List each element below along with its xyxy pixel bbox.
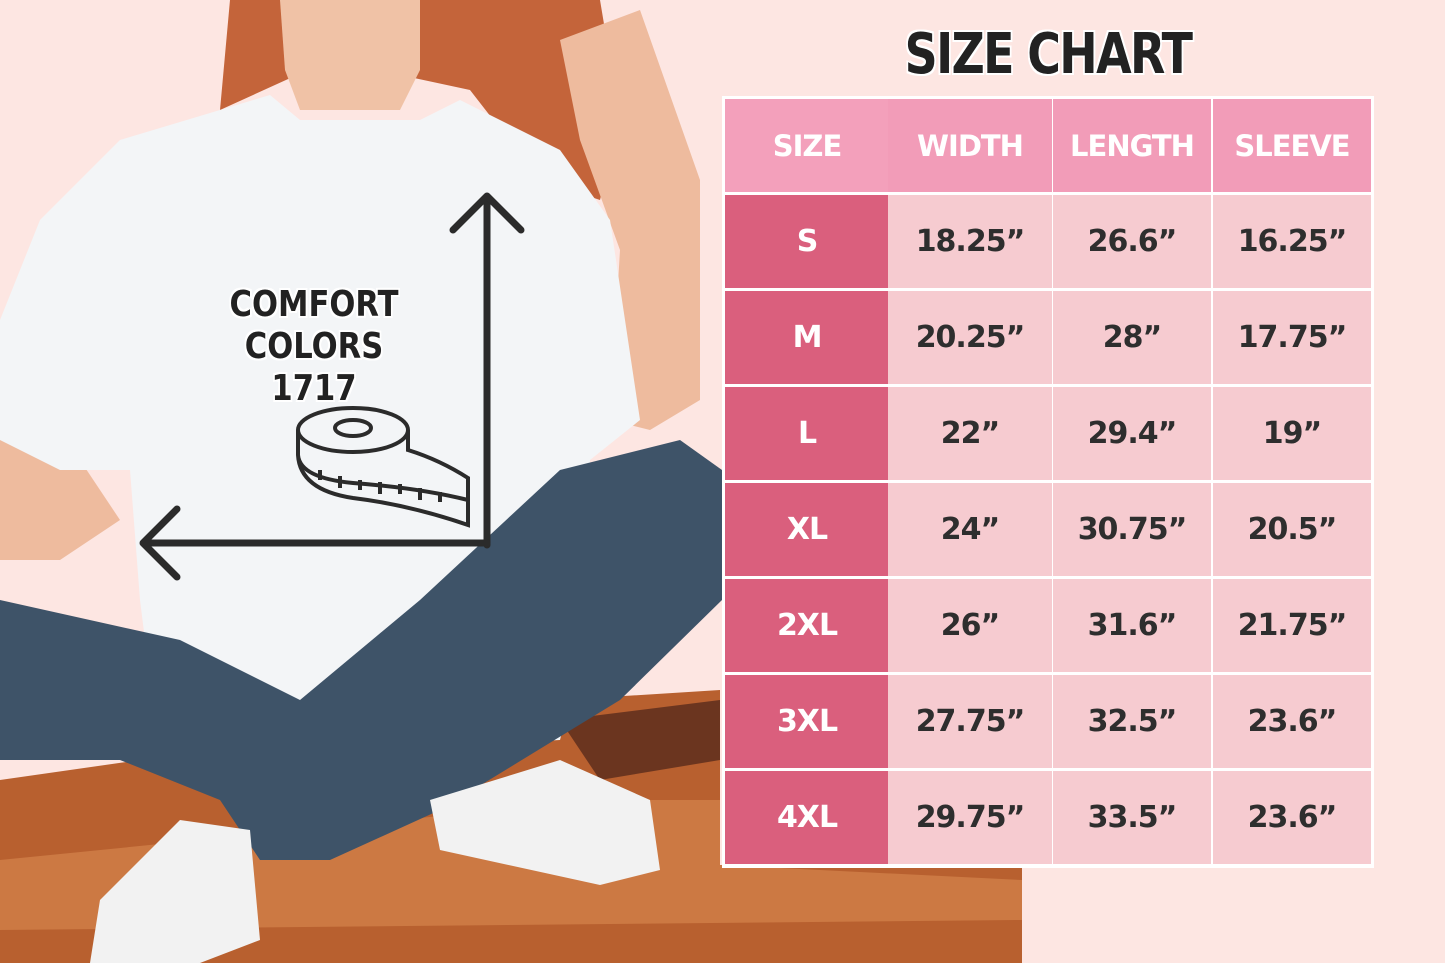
column-header-width: WIDTH	[888, 99, 1052, 192]
arrow-left-icon	[139, 505, 491, 581]
measurement-cell: 22”	[888, 387, 1052, 480]
column-header-sleeve: SLEEVE	[1213, 99, 1371, 192]
measurement-cell: 29.75”	[888, 771, 1052, 864]
measurement-cell: 23.6”	[1213, 675, 1371, 768]
measurement-cell: 19”	[1213, 387, 1371, 480]
column-header-length: LENGTH	[1053, 99, 1211, 192]
size-label: M	[725, 291, 889, 384]
measurement-cell: 20.5”	[1213, 483, 1371, 576]
brand-model: 1717	[271, 368, 357, 409]
size-label: S	[725, 195, 889, 288]
brand-label: COMFORT COLORS 1717	[175, 284, 454, 410]
brand-name: COMFORT COLORS	[229, 284, 399, 367]
measurement-cell: 26”	[888, 579, 1052, 672]
size-chart-table: SIZE WIDTH LENGTH SLEEVE S 18.25” 26.6” 16.25” M…	[722, 96, 1374, 868]
measurement-cell: 17.75”	[1213, 291, 1371, 384]
measurement-cell: 26.6”	[1053, 195, 1211, 288]
measurement-cell: 28”	[1053, 291, 1211, 384]
size-label: 4XL	[725, 771, 889, 864]
page-title: SIZE CHART	[904, 22, 1193, 87]
size-label: XL	[725, 483, 889, 576]
measurement-cell: 30.75”	[1053, 483, 1211, 576]
measurement-cell: 16.25”	[1213, 195, 1371, 288]
column-header-size: SIZE	[725, 99, 889, 192]
size-label: 3XL	[725, 675, 889, 768]
measurement-cell: 23.6”	[1213, 771, 1371, 864]
arrow-up-icon	[449, 192, 525, 549]
measurement-cell: 24”	[888, 483, 1052, 576]
measurement-cell: 27.75”	[888, 675, 1052, 768]
measurement-cell: 20.25”	[888, 291, 1052, 384]
size-label: 2XL	[725, 579, 889, 672]
measurement-cell: 18.25”	[888, 195, 1052, 288]
tape-measure-icon	[296, 406, 470, 528]
size-label: L	[725, 387, 889, 480]
measurement-cell: 33.5”	[1053, 771, 1211, 864]
measurement-cell: 32.5”	[1053, 675, 1211, 768]
measurement-cell: 29.4”	[1053, 387, 1211, 480]
measurement-cell: 21.75”	[1213, 579, 1371, 672]
measurement-cell: 31.6”	[1053, 579, 1211, 672]
